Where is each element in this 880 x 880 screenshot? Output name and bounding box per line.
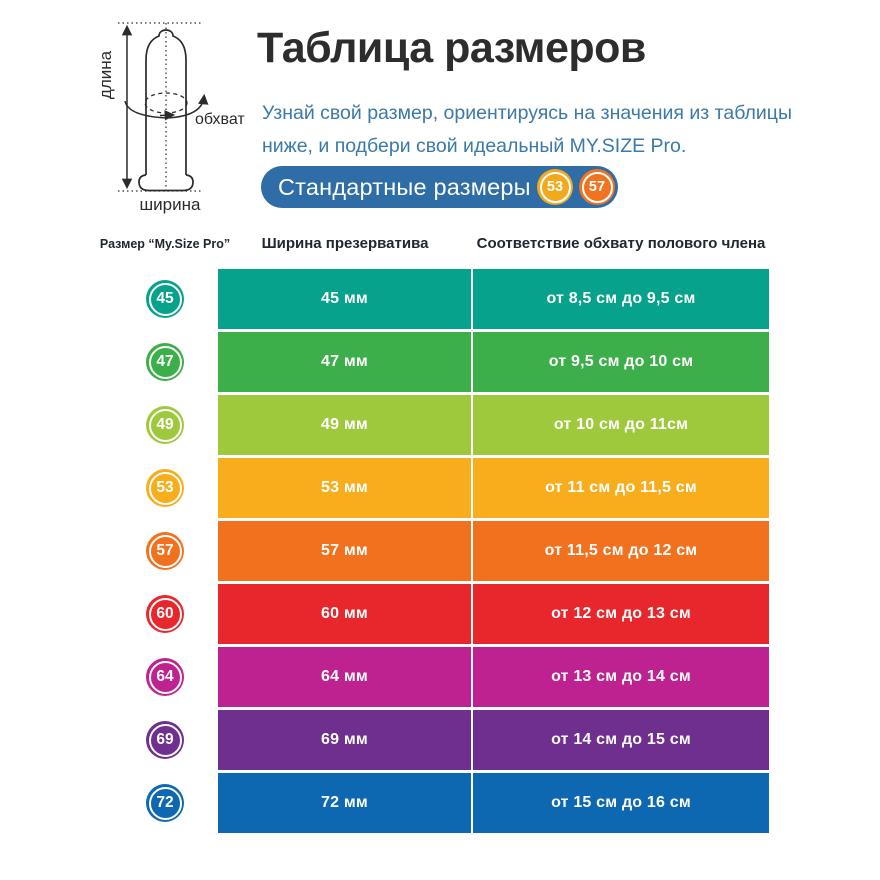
condom-body-outline — [145, 29, 187, 175]
column-header-girth: Соответствие обхвату полового члена — [476, 235, 766, 252]
condom-measurement-diagram: длина обхват ширина — [96, 22, 245, 214]
size-badge: 69 — [146, 721, 184, 759]
width-cell: 72 мм — [218, 773, 471, 833]
size-badge: 45 — [146, 280, 184, 318]
standard-size-badge-53: 53 — [537, 169, 573, 205]
table-row: 49 49 мм от 10 см до 11см — [146, 395, 769, 455]
width-cell: 47 мм — [218, 332, 471, 392]
subtitle: Узнай свой размер, ориентируясь на значе… — [262, 97, 792, 163]
width-cell: 69 мм — [218, 710, 471, 770]
girth-cell: от 15 см до 16 см — [473, 773, 769, 833]
size-badge: 64 — [146, 658, 184, 696]
size-badge: 49 — [146, 406, 184, 444]
girth-cell: от 12 см до 13 см — [473, 584, 769, 644]
length-label: длина — [96, 50, 115, 99]
width-cell: 53 мм — [218, 458, 471, 518]
column-header-width: Ширина презерватива — [261, 235, 429, 252]
size-badge: 60 — [146, 595, 184, 633]
condom-rim-outline — [138, 174, 194, 192]
size-badge: 53 — [146, 469, 184, 507]
table-row: 45 45 мм от 8,5 см до 9,5 см — [146, 269, 769, 329]
subtitle-line-1: Узнай свой размер, ориентируясь на значе… — [262, 102, 792, 124]
size-badge: 57 — [146, 532, 184, 570]
girth-cell: от 8,5 см до 9,5 см — [473, 269, 769, 329]
girth-cell: от 11,5 см до 12 см — [473, 521, 769, 581]
girth-cell: от 13 см до 14 см — [473, 647, 769, 707]
width-cell: 49 мм — [218, 395, 471, 455]
width-cell: 64 мм — [218, 647, 471, 707]
subtitle-line-2: ниже, и подбери свой идеальный MY.SIZE P… — [262, 135, 687, 157]
width-cell: 45 мм — [218, 269, 471, 329]
standard-sizes-banner: Стандартные размеры 53 57 — [261, 166, 618, 208]
size-badge: 47 — [146, 343, 184, 381]
table-row: 60 60 мм от 12 см до 13 см — [146, 584, 769, 644]
table-row: 72 72 мм от 15 см до 16 см — [146, 773, 769, 833]
width-cell: 60 мм — [218, 584, 471, 644]
size-table: 45 45 мм от 8,5 см до 9,5 см 47 47 мм от… — [146, 269, 769, 836]
standard-size-badge-57: 57 — [579, 169, 615, 205]
width-cell: 57 мм — [218, 521, 471, 581]
girth-small-arrow — [159, 110, 176, 121]
size-badge: 72 — [146, 784, 184, 822]
page-title: Таблица размеров — [257, 24, 646, 72]
table-row: 53 53 мм от 11 см до 11,5 см — [146, 458, 769, 518]
standard-sizes-label: Стандартные размеры — [278, 173, 531, 200]
girth-cell: от 14 см до 15 см — [473, 710, 769, 770]
column-header-size: Размер “My.Size Pro” — [99, 237, 231, 251]
girth-cell: от 9,5 см до 10 см — [473, 332, 769, 392]
standard-sizes-badges: 53 57 — [537, 169, 615, 205]
girth-label: обхват — [195, 111, 245, 128]
width-label: ширина — [140, 195, 201, 214]
table-row: 57 57 мм от 11,5 см до 12 см — [146, 521, 769, 581]
table-row: 69 69 мм от 14 см до 15 см — [146, 710, 769, 770]
girth-cell: от 11 см до 11,5 см — [473, 458, 769, 518]
table-row: 47 47 мм от 9,5 см до 10 см — [146, 332, 769, 392]
girth-cell: от 10 см до 11см — [473, 395, 769, 455]
table-row: 64 64 мм от 13 см до 14 см — [146, 647, 769, 707]
